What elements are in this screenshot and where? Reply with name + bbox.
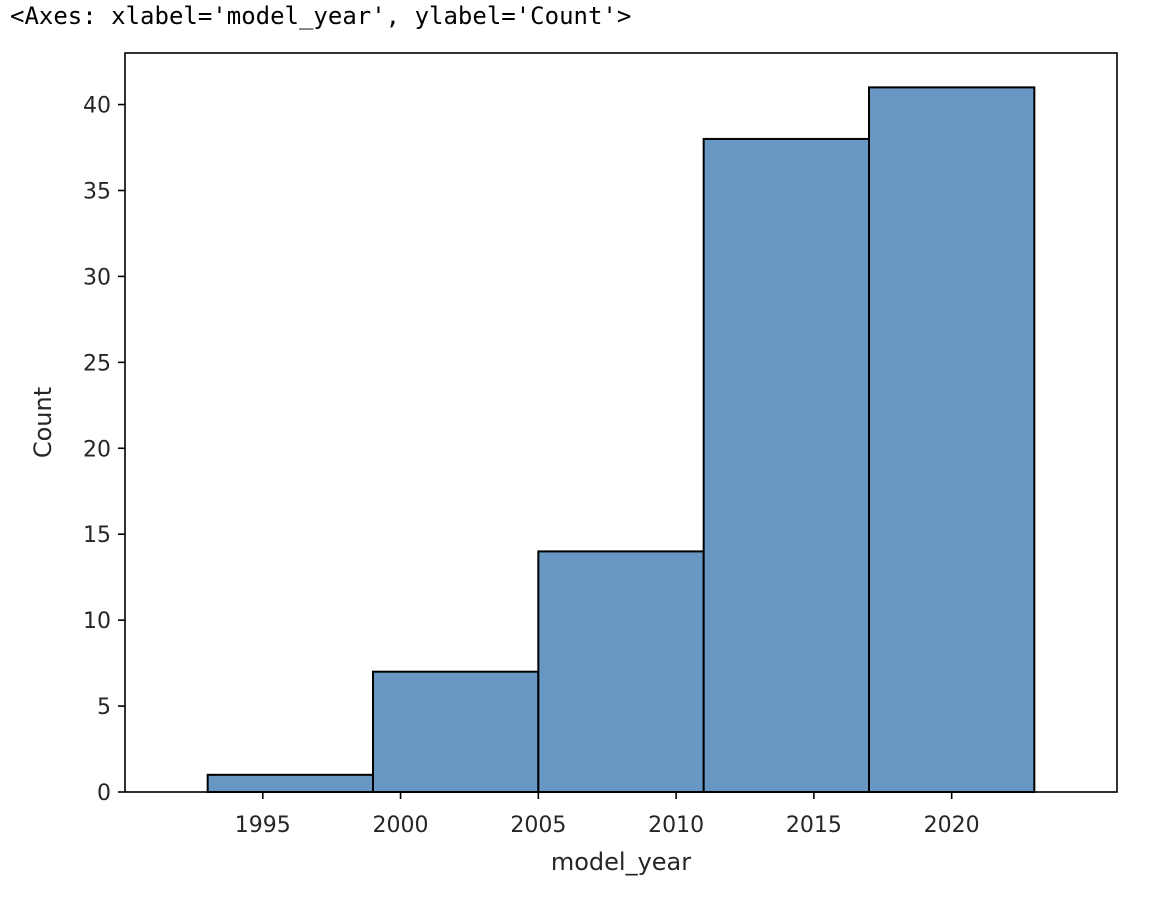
histogram-bar-1 xyxy=(372,670,540,794)
y-tick-label: 15 xyxy=(83,523,111,548)
y-tick-label: 25 xyxy=(83,351,111,376)
bars-group xyxy=(206,86,1036,794)
output-repr-text: <Axes: xlabel='model_year', ylabel='Coun… xyxy=(10,2,632,30)
y-tick-label: 20 xyxy=(83,437,111,462)
y-tick-label: 5 xyxy=(97,695,111,720)
y-tick-label: 0 xyxy=(97,781,111,806)
y-tick-label: 10 xyxy=(83,609,111,634)
histogram-bar-0 xyxy=(206,773,374,794)
y-axis-label: Count xyxy=(29,387,57,458)
y-ticks-group: 0 5 10 15 20 25 30 35 40 xyxy=(83,94,125,806)
x-axis-label: model_year xyxy=(551,848,691,876)
y-tick-label: 30 xyxy=(83,265,111,290)
axes-frame xyxy=(124,52,1118,793)
x-tick-label: 2010 xyxy=(648,813,704,838)
x-tick-label: 2015 xyxy=(786,813,842,838)
x-ticks-group: 1995 2000 2005 2010 2015 2020 xyxy=(235,792,980,838)
histogram-bar-3 xyxy=(702,137,871,793)
x-tick-label: 2000 xyxy=(373,813,429,838)
y-tick-label: 40 xyxy=(83,94,111,119)
x-tick-label: 2005 xyxy=(510,813,566,838)
histogram-bar-2 xyxy=(537,550,705,793)
x-tick-label: 2020 xyxy=(924,813,980,838)
histogram-bar-4 xyxy=(868,86,1036,794)
y-tick-label: 35 xyxy=(83,179,111,204)
x-tick-label: 1995 xyxy=(235,813,291,838)
